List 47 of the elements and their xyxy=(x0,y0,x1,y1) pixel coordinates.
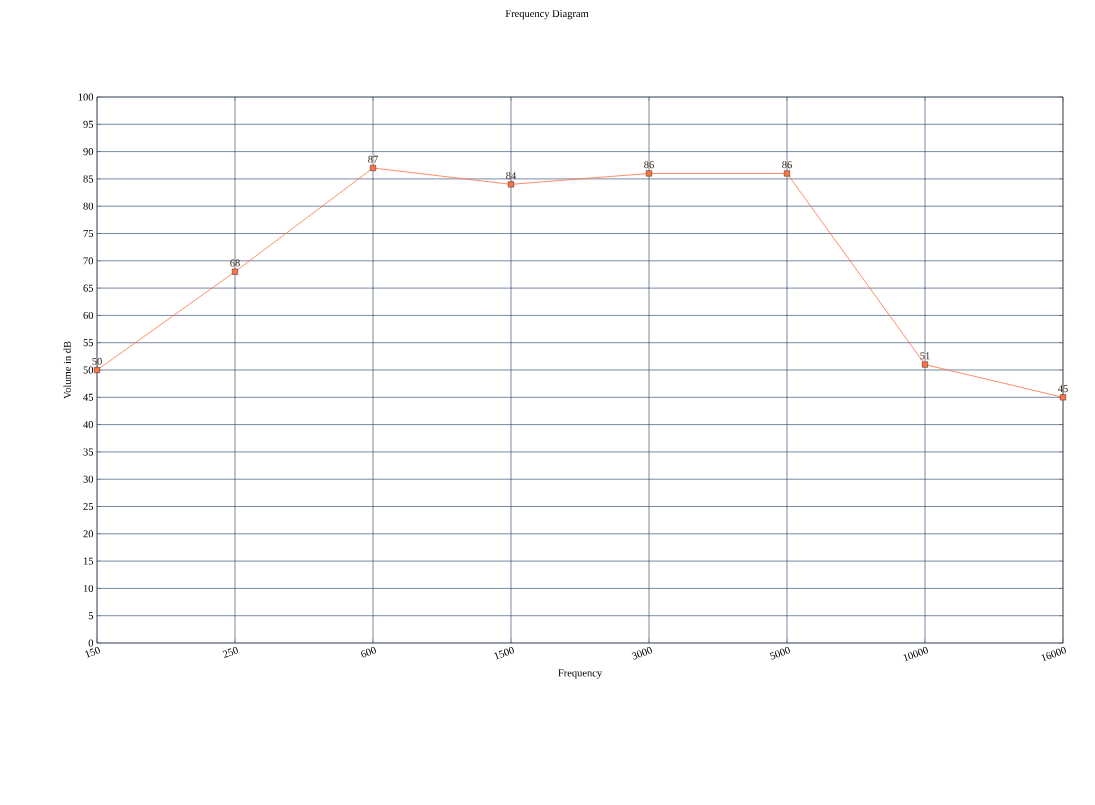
y-tick-label: 15 xyxy=(83,557,94,565)
y-tick-label: 40 xyxy=(83,421,94,429)
y-tick-label: 60 xyxy=(83,311,94,319)
y-tick-label: 75 xyxy=(83,230,94,237)
y-tick-label: 90 xyxy=(83,148,94,156)
y-tick-label: 95 xyxy=(83,120,94,128)
point xyxy=(507,181,515,188)
x-axis-title: Frequency xyxy=(558,669,603,679)
data-label: 45 xyxy=(1057,385,1068,393)
y-tick-label: 35 xyxy=(83,448,94,456)
point xyxy=(231,268,239,275)
point xyxy=(369,164,377,172)
point xyxy=(921,361,929,368)
y-tick-label: 65 xyxy=(83,284,94,292)
x-tick-label: 600 xyxy=(361,646,376,658)
y-tick-label: 25 xyxy=(83,503,94,511)
data-label: 86 xyxy=(782,161,792,169)
y-tick-label: 85 xyxy=(83,175,94,183)
x-tick-label: 16000 xyxy=(1041,646,1066,662)
y-tick-label: 0 xyxy=(88,639,94,647)
x-tick-label: 1500 xyxy=(494,646,514,660)
point xyxy=(783,170,791,177)
x-tick-label: 10000 xyxy=(903,646,928,662)
y-tick-label: 100 xyxy=(78,93,94,101)
y-tick-label: 55 xyxy=(83,339,94,347)
y-axis-title: Volume in dB xyxy=(63,341,71,399)
y-tick-label: 50 xyxy=(83,366,94,374)
data-label: 51 xyxy=(920,352,930,360)
point xyxy=(1059,394,1067,401)
point xyxy=(645,170,653,177)
data-label: 68 xyxy=(230,259,240,267)
y-tick-label: 10 xyxy=(83,584,94,592)
chart-title: Frequency Diagram xyxy=(505,10,589,20)
data-label: 84 xyxy=(506,172,517,180)
y-tick-label: 80 xyxy=(83,202,94,210)
x-tick-label: 3000 xyxy=(631,646,652,660)
x-tick-label: 5000 xyxy=(769,646,790,660)
y-tick-label: 45 xyxy=(83,393,94,401)
y-tick-label: 70 xyxy=(83,257,94,265)
x-tick-label: 150 xyxy=(85,646,100,658)
y-tick-label: 5 xyxy=(88,612,94,620)
data-label: 86 xyxy=(644,161,654,169)
point xyxy=(93,366,101,374)
x-tick-label: 250 xyxy=(222,646,238,658)
y-tick-label: 30 xyxy=(83,475,94,483)
data-label: 87 xyxy=(368,155,378,163)
y-tick-label: 20 xyxy=(83,530,94,538)
